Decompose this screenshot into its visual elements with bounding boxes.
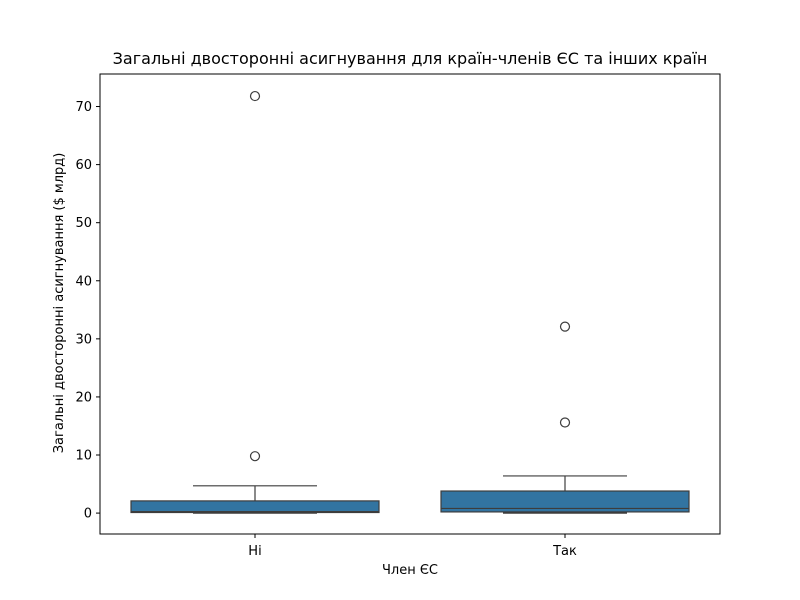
chart-title: Загальні двосторонні асигнування для кра… — [113, 49, 708, 68]
outlier-point — [559, 321, 571, 332]
y-tick-label: 10 — [75, 449, 92, 464]
x-tick-label: Ні — [248, 544, 261, 559]
y-tick-label: 60 — [75, 158, 92, 173]
outlier-point — [249, 90, 261, 102]
box-1 — [130, 500, 380, 514]
y-tick-label: 20 — [75, 390, 92, 405]
y-tick-label: 50 — [75, 216, 92, 231]
y-tick-label: 40 — [75, 274, 92, 289]
box-2 — [440, 490, 690, 513]
x-axis-label: Член ЄС — [382, 563, 438, 578]
y-tick-label: 30 — [75, 332, 92, 347]
y-tick-label: 0 — [84, 507, 92, 522]
x-tick-label: Так — [552, 544, 577, 559]
outlier-point — [249, 451, 261, 462]
y-tick-label: 70 — [75, 100, 92, 115]
plot-frame — [99, 73, 721, 535]
outlier-point — [559, 417, 571, 428]
y-axis-label: Загальні двосторонні асигнування ($ млрд… — [52, 153, 67, 454]
